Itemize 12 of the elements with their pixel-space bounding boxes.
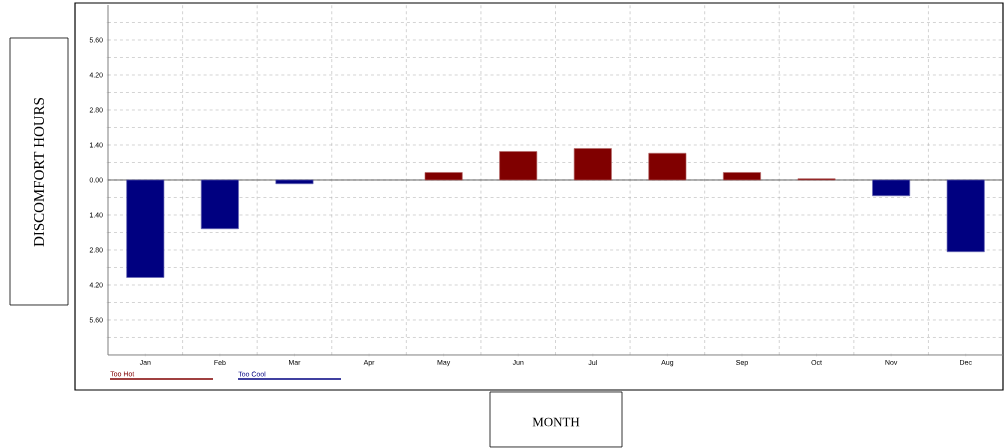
bar bbox=[200, 179, 239, 230]
bar bbox=[946, 179, 985, 253]
y-axis-title: DISCOMFORT HOURS bbox=[34, 98, 45, 247]
bar bbox=[126, 179, 165, 278]
bar bbox=[424, 172, 463, 181]
bar bbox=[499, 151, 538, 181]
bar bbox=[648, 152, 687, 181]
bar bbox=[872, 179, 911, 197]
bar bbox=[573, 148, 612, 181]
x-axis-title: MONTH bbox=[532, 417, 580, 427]
bar bbox=[275, 179, 314, 185]
bar bbox=[723, 172, 761, 181]
